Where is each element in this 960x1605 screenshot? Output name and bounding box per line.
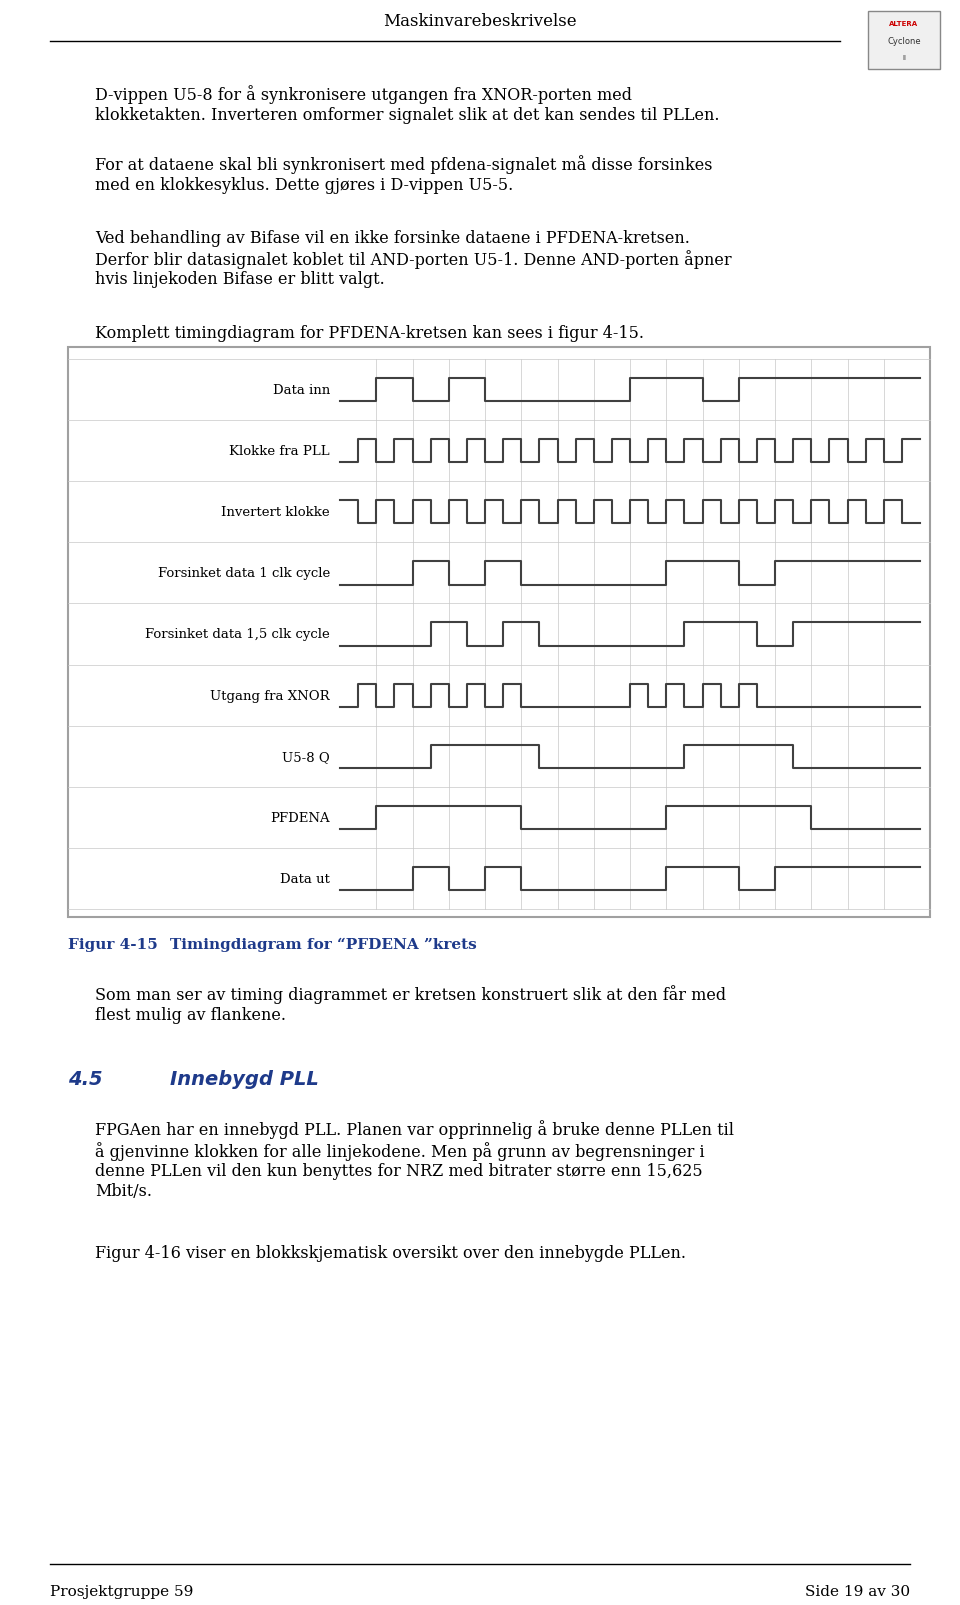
Text: Figur 4-15: Figur 4-15 — [68, 937, 157, 952]
Text: Cyclone: Cyclone — [887, 37, 921, 47]
Text: Utgang fra XNOR: Utgang fra XNOR — [210, 689, 330, 701]
Text: Klokke fra PLL: Klokke fra PLL — [229, 445, 330, 457]
Text: Prosjektgruppe 59: Prosjektgruppe 59 — [50, 1584, 193, 1599]
Text: FPGAen har en innebygd PLL. Planen var opprinnelig å bruke denne PLLen til
å gje: FPGAen har en innebygd PLL. Planen var o… — [95, 1119, 734, 1199]
Text: Figur 4-16 viser en blokkskjematisk oversikt over den innebygde PLLen.: Figur 4-16 viser en blokkskjematisk over… — [95, 1244, 686, 1262]
Text: Data inn: Data inn — [273, 384, 330, 396]
Text: Ved behandling av Bifase vil en ikke forsinke dataene i PFDENA-kretsen.
Derfor b: Ved behandling av Bifase vil en ikke for… — [95, 230, 732, 289]
Text: Komplett timingdiagram for PFDENA-kretsen kan sees i figur 4-15.: Komplett timingdiagram for PFDENA-kretse… — [95, 324, 644, 342]
Text: Som man ser av timing diagrammet er kretsen konstruert slik at den får med
flest: Som man ser av timing diagrammet er kret… — [95, 984, 726, 1022]
Text: Data ut: Data ut — [280, 873, 330, 886]
Text: PFDENA: PFDENA — [271, 812, 330, 825]
Text: Timingdiagram for “PFDENA ”krets: Timingdiagram for “PFDENA ”krets — [170, 937, 477, 952]
Text: D-vippen U5-8 for å synkronisere utgangen fra XNOR-porten med
klokketakten. Inve: D-vippen U5-8 for å synkronisere utgange… — [95, 85, 719, 124]
Text: Forsinket data 1,5 clk cycle: Forsinket data 1,5 clk cycle — [145, 628, 330, 640]
FancyBboxPatch shape — [868, 11, 940, 71]
FancyBboxPatch shape — [68, 348, 930, 918]
Text: 4.5: 4.5 — [68, 1069, 103, 1088]
Text: Side 19 av 30: Side 19 av 30 — [804, 1584, 910, 1599]
Text: For at dataene skal bli synkronisert med pfdena-signalet må disse forsinkes
med : For at dataene skal bli synkronisert med… — [95, 156, 712, 193]
Text: II: II — [902, 55, 906, 61]
Text: U5-8 Q: U5-8 Q — [282, 750, 330, 764]
Text: Invertert klokke: Invertert klokke — [222, 506, 330, 518]
Text: Innebygd PLL: Innebygd PLL — [170, 1069, 319, 1088]
Text: Maskinvarebeskrivelse: Maskinvarebeskrivelse — [383, 13, 577, 30]
Text: Forsinket data 1 clk cycle: Forsinket data 1 clk cycle — [157, 567, 330, 579]
Text: ALTERA: ALTERA — [889, 21, 919, 27]
